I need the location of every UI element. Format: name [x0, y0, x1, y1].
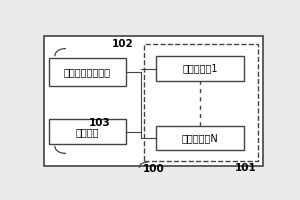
- FancyBboxPatch shape: [49, 58, 126, 86]
- Text: 103: 103: [89, 118, 110, 128]
- FancyBboxPatch shape: [44, 36, 263, 166]
- FancyBboxPatch shape: [156, 56, 244, 81]
- Text: 电机控制器1: 电机控制器1: [182, 64, 218, 74]
- Text: 102: 102: [112, 39, 134, 49]
- FancyBboxPatch shape: [145, 44, 258, 161]
- FancyBboxPatch shape: [49, 119, 126, 144]
- Text: 系统电源供电模块: 系统电源供电模块: [64, 67, 111, 77]
- Text: 主控模块: 主控模块: [76, 127, 99, 137]
- Text: 电机控制器N: 电机控制器N: [182, 133, 219, 143]
- Text: 101: 101: [234, 163, 256, 173]
- FancyBboxPatch shape: [156, 126, 244, 150]
- Text: 100: 100: [143, 164, 165, 174]
